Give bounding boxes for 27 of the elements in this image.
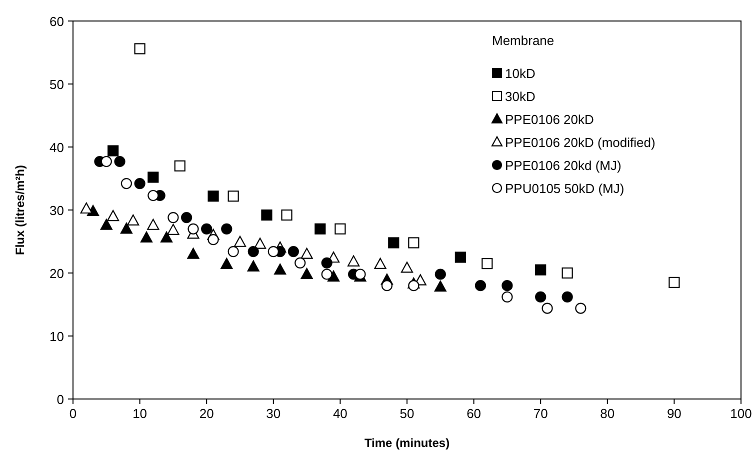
legend-label: 10kD: [505, 66, 536, 81]
x-tick-label: 40: [332, 406, 348, 421]
x-tick-label: 100: [730, 406, 752, 421]
y-tick-label: 20: [50, 266, 64, 281]
x-axis-title: Time (minutes): [364, 436, 450, 450]
legend-label: PPE0106 20kD: [505, 112, 594, 127]
x-tick-label: 30: [266, 406, 281, 421]
x-tick-label: 20: [199, 406, 214, 421]
x-tick-label: 70: [533, 406, 548, 421]
y-tick-label: 40: [50, 140, 64, 155]
legend-label: PPU0105 50kD (MJ): [505, 181, 624, 196]
x-tick-label: 10: [132, 406, 148, 421]
x-tick-label: 90: [666, 406, 682, 421]
x-tick-label: 60: [466, 406, 482, 421]
legend-label: 30kD: [505, 89, 536, 104]
x-tick-label: 50: [400, 406, 414, 421]
y-axis-title: Flux (litres/m²h): [13, 164, 27, 256]
y-tick-label: 60: [50, 14, 64, 29]
legend-label: PPE0106 20kd (MJ): [505, 158, 622, 173]
legend-label: PPE0106 20kD (modified): [505, 135, 656, 150]
y-tick-label: 0: [56, 392, 64, 407]
x-tick-label: 80: [600, 406, 615, 421]
y-tick-label: 10: [50, 329, 64, 344]
legend-title: Membrane: [492, 33, 554, 48]
y-tick-label: 30: [50, 203, 64, 218]
y-tick-label: 50: [50, 77, 64, 92]
x-tick-label: 0: [69, 406, 77, 421]
